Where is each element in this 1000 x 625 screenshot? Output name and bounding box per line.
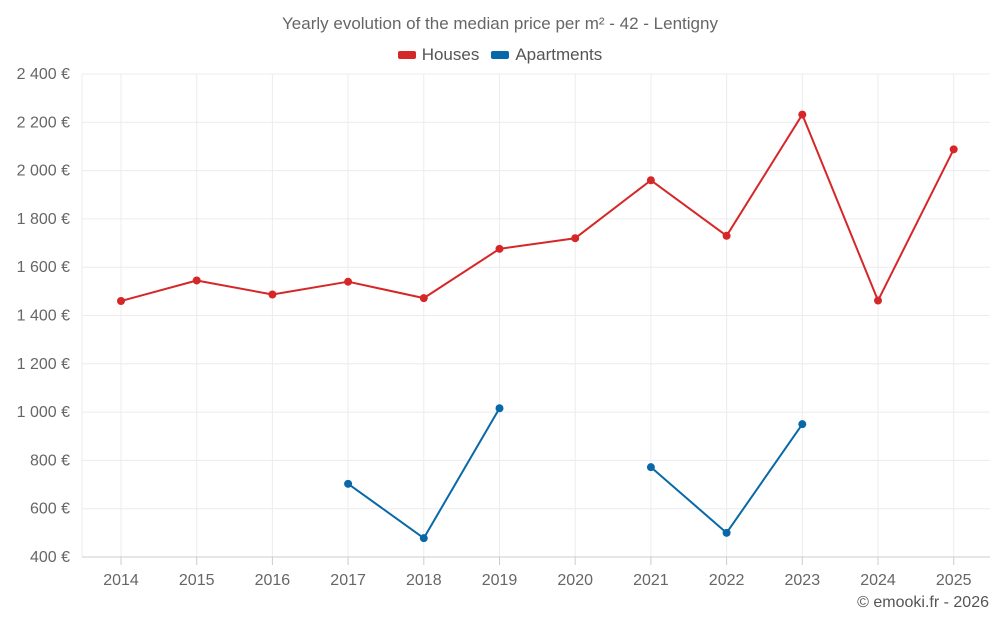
legend-item-apartments[interactable]: Apartments — [491, 45, 602, 65]
x-tick-label: 2020 — [557, 572, 593, 589]
x-tick-label: 2025 — [936, 572, 972, 589]
legend-label-apartments: Apartments — [515, 45, 603, 64]
data-point-houses — [798, 110, 807, 119]
x-tick-label: 2022 — [709, 572, 745, 589]
credit-text: © emooki.fr - 2026 — [857, 594, 989, 611]
y-tick-label: 2 000 € — [17, 163, 70, 180]
y-tick-label: 1 200 € — [17, 356, 70, 373]
x-tick-label: 2014 — [103, 572, 139, 589]
legend-swatch-apartments — [491, 51, 510, 59]
data-point-houses — [419, 294, 428, 303]
data-point-apartments — [495, 404, 504, 413]
data-point-houses — [571, 234, 580, 243]
data-point-houses — [646, 176, 655, 185]
data-point-houses — [495, 244, 504, 253]
y-tick-label: 1 600 € — [17, 259, 70, 276]
data-point-houses — [192, 276, 201, 285]
data-point-apartments — [722, 528, 731, 537]
legend-label-houses: Houses — [421, 45, 480, 64]
axes: 400 € 600 € 800 € 1 000 € 1 200 € 1 400 € 1 60… — [17, 66, 990, 589]
y-tick-label: 1 000 € — [17, 404, 70, 421]
data-point-houses — [874, 296, 882, 305]
x-tick-label: 2021 — [633, 572, 669, 589]
data-point-apartments — [419, 534, 428, 543]
series-line-houses — [120, 113, 955, 302]
y-tick-label: 600 € — [30, 501, 70, 518]
x-tick-label: 2017 — [330, 572, 366, 589]
x-tick-label: 2015 — [179, 572, 215, 589]
legend: Houses Apartments — [0, 45, 1000, 65]
y-tick-label: 1 800 € — [17, 211, 70, 228]
y-tick-label: 800 € — [30, 452, 70, 469]
data-point-houses — [722, 231, 731, 240]
y-tick-label: 400 € — [30, 549, 70, 566]
data-point-houses — [344, 277, 353, 286]
data-point-houses — [268, 290, 277, 299]
data-point-apartments — [646, 463, 655, 472]
x-tick-label: 2016 — [255, 572, 291, 589]
data-point-houses — [117, 297, 125, 306]
data-point-apartments — [798, 420, 807, 429]
x-tick-label: 2018 — [406, 572, 442, 589]
legend-swatch-houses — [397, 51, 416, 59]
series-layer — [117, 110, 958, 543]
legend-item-houses[interactable]: Houses — [397, 45, 480, 65]
y-tick-label: 2 400 € — [17, 66, 70, 83]
y-tick-label: 1 400 € — [17, 308, 70, 325]
x-tick-label: 2024 — [860, 572, 896, 589]
grid-lines — [81, 73, 990, 558]
data-point-houses — [949, 145, 958, 154]
data-point-apartments — [344, 479, 353, 488]
chart-title: Yearly evolution of the median price per… — [282, 14, 718, 33]
y-tick-label: 2 200 € — [17, 114, 70, 131]
x-tick-label: 2023 — [785, 572, 821, 589]
x-tick-label: 2019 — [482, 572, 518, 589]
